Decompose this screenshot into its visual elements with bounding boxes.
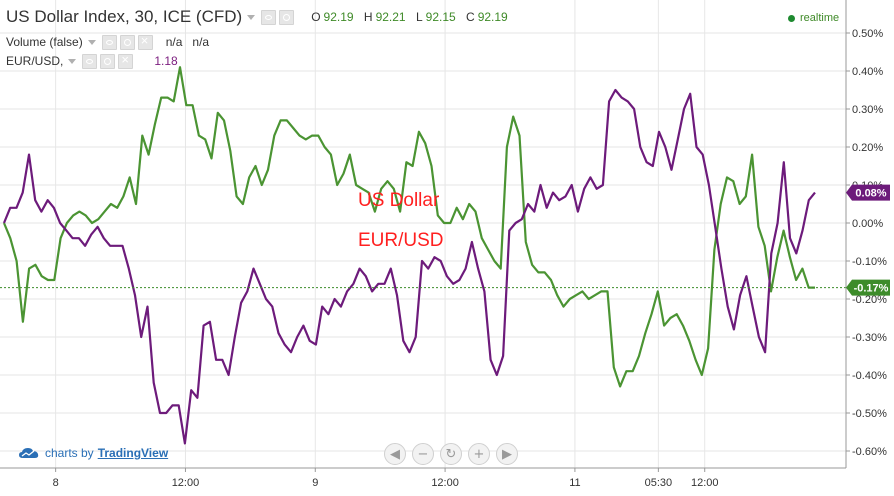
x-tick-label: 12:00 — [431, 477, 459, 489]
y-tick-label: -0.30% — [852, 332, 887, 344]
volume-value-2: n/a — [192, 35, 210, 49]
legend-compare-row: EUR/USD, 1.18 — [6, 52, 178, 69]
x-tick-label: 11 — [569, 477, 580, 489]
zoom-in-button[interactable]: + — [468, 443, 490, 465]
y-tick-label: -0.60% — [852, 446, 887, 458]
reset-icon: ↻ — [445, 446, 457, 462]
x-tick-label: 8 — [53, 477, 59, 489]
open-label: O — [311, 10, 321, 24]
chevron-right-icon: ▶ — [502, 446, 512, 462]
realtime-label: realtime — [800, 12, 840, 24]
chevron-down-icon[interactable] — [247, 14, 256, 20]
annotation-eur-usd[interactable]: EUR/USD — [358, 230, 444, 251]
scroll-right-button[interactable]: ▶ — [496, 443, 518, 465]
reset-button[interactable]: ↻ — [440, 443, 462, 465]
close-value: 92.19 — [477, 10, 508, 24]
ohlc-values: O 92.19 H 92.21 L 92.15 C 92.19 — [311, 10, 515, 24]
chevron-down-icon[interactable] — [68, 58, 77, 64]
gear-icon[interactable] — [119, 34, 135, 50]
high-label: H — [363, 10, 373, 24]
eye-icon[interactable] — [82, 53, 98, 69]
plus-icon: + — [473, 446, 485, 462]
x-tick-label: 9 — [312, 477, 318, 489]
high-value: 92.21 — [375, 10, 406, 24]
y-tick-label: -0.20% — [852, 294, 887, 306]
open-value: 92.19 — [323, 10, 354, 24]
branding-prefix: charts by — [45, 446, 94, 460]
annotation-us-dollar[interactable]: US Dollar — [358, 190, 440, 211]
volume-value: n/a — [165, 35, 183, 49]
us-dollar-series-line — [2, 66, 815, 388]
x-tick-label: 12:00 — [691, 477, 719, 489]
eye-icon[interactable] — [261, 9, 277, 25]
close-label: C — [466, 10, 475, 24]
y-tick-label: 0.00% — [852, 218, 883, 230]
series-lines — [0, 66, 846, 445]
last-value-badges: -0.17% 0.08% — [846, 184, 890, 296]
status-dot-icon — [788, 14, 795, 22]
chevron-down-icon[interactable] — [87, 39, 96, 45]
y-tick-label: -0.40% — [852, 370, 887, 382]
scroll-left-button[interactable]: ◀ — [384, 443, 406, 465]
cloud-icon — [19, 448, 39, 458]
legend-volume-row: Volume (false) n/a n/a — [6, 33, 210, 50]
minus-icon: − — [417, 446, 429, 462]
tradingview-link[interactable]: TradingView — [97, 446, 169, 460]
y-tick-label: 0.50% — [852, 28, 883, 40]
low-value: 92.15 — [425, 10, 456, 24]
eurusd-value: 1.18 — [154, 54, 178, 68]
eye-icon[interactable] — [101, 34, 117, 50]
zoom-out-button[interactable]: − — [412, 443, 434, 465]
y-tick-label: 0.30% — [852, 104, 883, 116]
x-tick-label: 12:00 — [172, 477, 200, 489]
x-tick-label: 05:30 — [645, 477, 673, 489]
eurusd-last-value-badge — [846, 184, 890, 201]
tradingview-branding[interactable]: charts by TradingView — [18, 446, 168, 460]
eurusd-series-line — [2, 88, 816, 445]
chart-navigation-controls: ◀ − ↻ + ▶ — [384, 443, 524, 465]
us-dollar-last-value-badge — [846, 279, 890, 296]
volume-label[interactable]: Volume (false) — [6, 35, 83, 49]
realtime-indicator: realtime — [788, 12, 839, 24]
low-label: L — [415, 10, 423, 24]
vertical-gridlines — [55, 0, 706, 468]
y-tick-label: 0.40% — [852, 66, 883, 78]
close-icon[interactable] — [118, 52, 134, 69]
last-value-label: -0.17% — [854, 283, 889, 295]
x-axis-ticks: 8 12:00 9 12:00 11 05:30 12:00 — [53, 468, 719, 489]
gear-icon[interactable] — [100, 53, 116, 69]
y-tick-label: -0.50% — [852, 408, 887, 420]
close-icon[interactable] — [137, 33, 153, 50]
eurusd-label[interactable]: EUR/USD, — [6, 54, 64, 68]
y-tick-label: 0.20% — [852, 142, 883, 154]
y-axis-ticks: 0.50%0.40%0.30%0.20%0.10%0.00%-0.10%-0.2… — [846, 28, 887, 458]
chevron-left-icon: ◀ — [390, 446, 400, 462]
y-tick-label: -0.10% — [852, 256, 887, 268]
gear-icon[interactable] — [279, 9, 295, 25]
last-value-label: 0.08% — [855, 188, 886, 200]
symbol-title[interactable]: US Dollar Index, 30, ICE (CFD) — [6, 7, 243, 26]
